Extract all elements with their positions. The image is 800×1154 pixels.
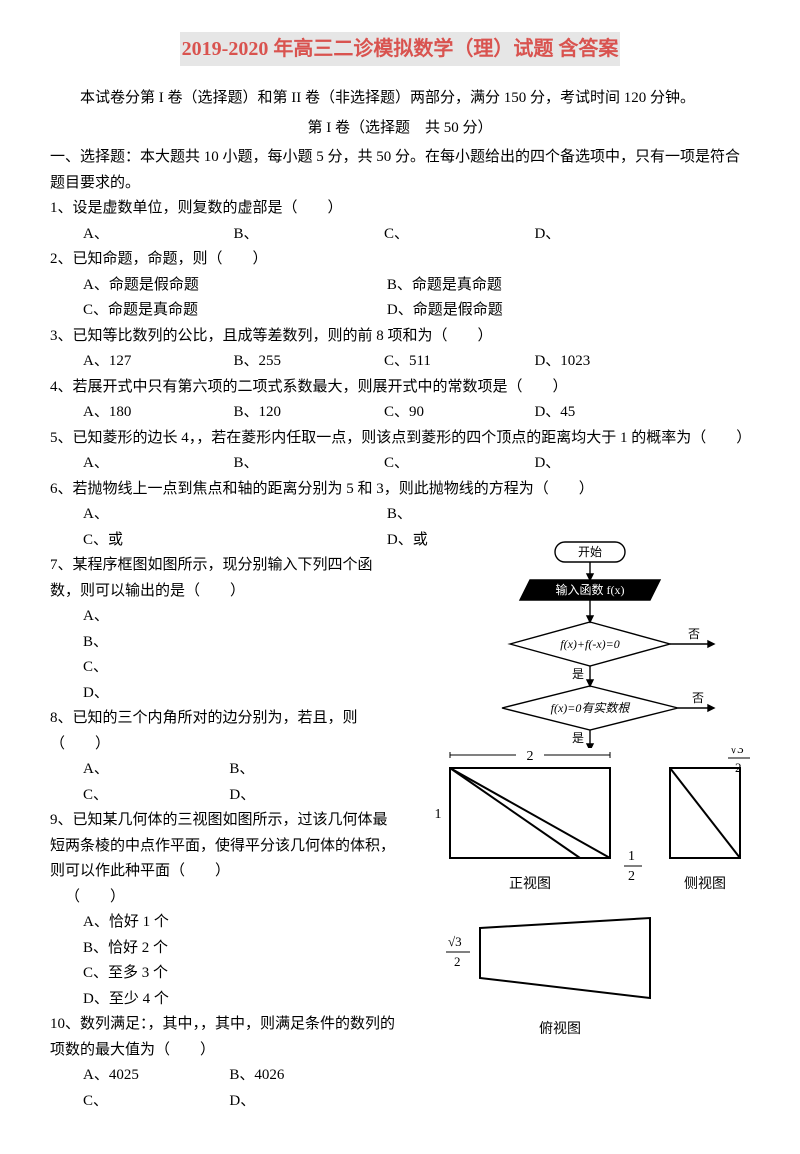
q4-a: A、180 bbox=[83, 400, 230, 426]
q5-d: D、 bbox=[534, 451, 681, 477]
flow-yes2: 是 bbox=[572, 731, 584, 745]
front-view-label: 正视图 bbox=[509, 876, 551, 892]
top-view-label: 俯视图 bbox=[539, 1021, 581, 1037]
q5-c: C、 bbox=[384, 451, 531, 477]
q10-b: B、4026 bbox=[229, 1063, 372, 1089]
q1-c: C、 bbox=[384, 222, 531, 248]
svg-text:√3: √3 bbox=[448, 934, 462, 949]
q7-a: A、 bbox=[83, 604, 109, 630]
svg-text:2: 2 bbox=[628, 869, 635, 884]
q6-b: B、 bbox=[387, 502, 687, 528]
q9-d: D、至少 4 个 bbox=[83, 987, 169, 1013]
q9-stem: 9、已知某几何体的三视图如图所示，过该几何体最短两条棱的中点作平面，使得平分该几… bbox=[50, 808, 400, 885]
q5-b: B、 bbox=[233, 451, 380, 477]
three-views-figure: 2 1 1 2 正视图 √3 2 bbox=[430, 748, 750, 1048]
svg-text:1: 1 bbox=[628, 849, 635, 864]
q6-a: A、 bbox=[83, 502, 383, 528]
q9-a: A、恰好 1 个 bbox=[83, 910, 169, 936]
q10-d: D、 bbox=[229, 1089, 372, 1115]
q1-a: A、 bbox=[83, 222, 230, 248]
q8-c: C、 bbox=[83, 783, 226, 809]
flow-no2: 否 bbox=[692, 691, 704, 705]
q1-b: B、 bbox=[233, 222, 380, 248]
section1-instruction: 一、选择题：本大题共 10 小题，每小题 5 分，共 50 分。在每小题给出的四… bbox=[50, 145, 750, 196]
flow-no1: 否 bbox=[688, 627, 700, 641]
q10-c: C、 bbox=[83, 1089, 226, 1115]
q3-c: C、511 bbox=[384, 349, 531, 375]
q4-c: C、90 bbox=[384, 400, 531, 426]
q6-stem: 6、若抛物线上一点到焦点和轴的距离分别为 5 和 3，则此抛物线的方程为（ ） bbox=[50, 477, 750, 503]
q3-b: B、255 bbox=[233, 349, 380, 375]
svg-text:√3: √3 bbox=[730, 748, 744, 756]
flowchart-figure: 开始 输入函数 f(x) f(x)+f(-x)=0 否 是 bbox=[430, 538, 750, 748]
side-view-label: 侧视图 bbox=[684, 876, 726, 892]
figures-column: 开始 输入函数 f(x) f(x)+f(-x)=0 否 是 bbox=[430, 538, 750, 1048]
q10-a: A、4025 bbox=[83, 1063, 226, 1089]
flow-cond2: f(x)=0有实数根 bbox=[551, 701, 631, 715]
q4-b: B、120 bbox=[233, 400, 380, 426]
q1-d: D、 bbox=[534, 222, 681, 248]
dim-half-num: 1 bbox=[628, 849, 635, 864]
part1-heading: 第 I 卷（选择题 共 50 分） bbox=[50, 116, 750, 142]
q8-a: A、 bbox=[83, 757, 226, 783]
q9-b: B、恰好 2 个 bbox=[83, 936, 168, 962]
dim-2: 2 bbox=[527, 749, 534, 764]
q6-c: C、或 bbox=[83, 528, 383, 554]
svg-text:2: 2 bbox=[454, 954, 461, 969]
q2-c: C、命题是真命题 bbox=[83, 298, 383, 324]
q5-stem: 5、已知菱形的边长 4，，若在菱形内任取一点，则该点到菱形的四个顶点的距离均大于… bbox=[50, 426, 750, 452]
q5-a: A、 bbox=[83, 451, 230, 477]
q8-d: D、 bbox=[229, 783, 372, 809]
q8-stem: 8、已知的三个内角所对的边分别为，若且，则（ ） bbox=[50, 706, 400, 757]
q3-d: D、1023 bbox=[534, 349, 681, 375]
q9-c: C、至多 3 个 bbox=[83, 961, 168, 987]
q2-b: B、命题是真命题 bbox=[387, 273, 687, 299]
q2-d: D、命题是假命题 bbox=[387, 298, 687, 324]
q7-b: B、 bbox=[83, 630, 108, 656]
page-title: 2019-2020 年高三二诊模拟数学（理）试题 含答案 bbox=[180, 32, 621, 66]
flow-yes1: 是 bbox=[572, 667, 584, 681]
flow-input: 输入函数 f(x) bbox=[556, 582, 625, 597]
q3-a: A、127 bbox=[83, 349, 230, 375]
q2-stem: 2、已知命题，命题，则（ ） bbox=[50, 247, 750, 273]
q2-a: A、命题是假命题 bbox=[83, 273, 383, 299]
q10-stem: 10、数列满足：，其中，，其中，则满足条件的数列的项数的最大值为（ ） bbox=[50, 1012, 400, 1063]
intro-text: 本试卷分第 I 卷（选择题）和第 II 卷（非选择题）两部分，满分 150 分，… bbox=[50, 86, 750, 112]
q7-stem: 7、某程序框图如图所示，现分别输入下列四个函数，则可以输出的是（ ） bbox=[50, 553, 400, 604]
q8-b: B、 bbox=[229, 757, 372, 783]
q7-c: C、 bbox=[83, 655, 108, 681]
dim-1: 1 bbox=[435, 807, 442, 822]
flow-start: 开始 bbox=[578, 545, 602, 559]
q1-stem: 1、设是虚数单位，则复数的虚部是（ ） bbox=[50, 196, 750, 222]
flow-cond1: f(x)+f(-x)=0 bbox=[560, 637, 620, 651]
q4-stem: 4、若展开式中只有第六项的二项式系数最大，则展开式中的常数项是（ ） bbox=[50, 375, 750, 401]
q3-stem: 3、已知等比数列的公比，且成等差数列，则的前 8 项和为（ ） bbox=[50, 324, 750, 350]
q4-d: D、45 bbox=[534, 400, 681, 426]
q7-d: D、 bbox=[83, 681, 109, 707]
svg-text:2: 2 bbox=[735, 760, 742, 775]
